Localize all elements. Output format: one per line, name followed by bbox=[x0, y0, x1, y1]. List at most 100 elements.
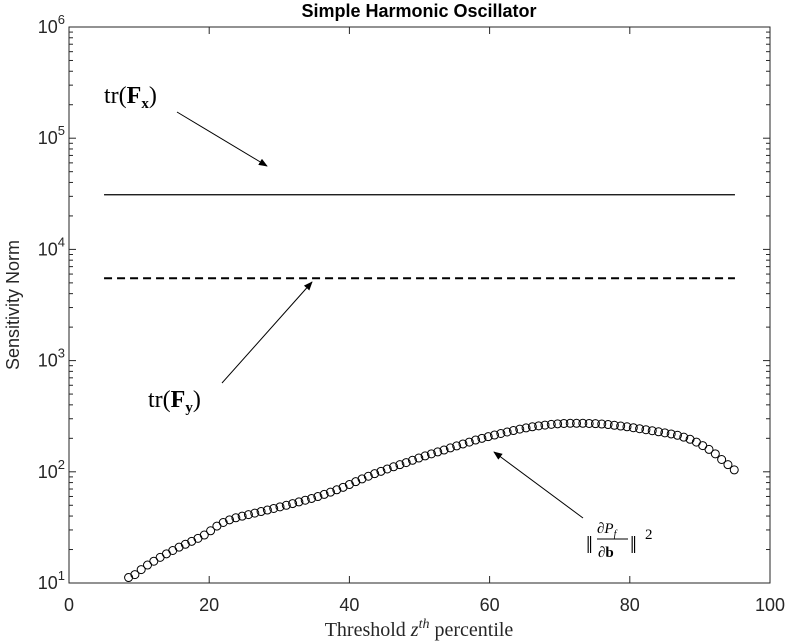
data-point bbox=[294, 497, 304, 507]
y-tick-label: 105 bbox=[38, 123, 65, 148]
data-point bbox=[672, 430, 682, 440]
data-point bbox=[288, 499, 298, 509]
x-tick-label: 20 bbox=[199, 595, 219, 615]
arrow-gradient-norm bbox=[493, 451, 584, 519]
y-tick-label: 104 bbox=[38, 234, 65, 259]
svg-text:2: 2 bbox=[645, 527, 653, 543]
data-point bbox=[452, 441, 462, 451]
data-point bbox=[496, 429, 506, 439]
data-point bbox=[590, 419, 600, 429]
data-point bbox=[723, 460, 733, 470]
data-point bbox=[622, 422, 632, 432]
data-point bbox=[319, 489, 329, 499]
data-point bbox=[382, 464, 392, 474]
arrow-tr-fy bbox=[221, 281, 313, 384]
data-point bbox=[584, 418, 594, 428]
svg-text:‖: ‖ bbox=[586, 533, 593, 559]
data-point bbox=[483, 432, 493, 442]
data-point bbox=[256, 507, 266, 517]
x-tick-label: 0 bbox=[64, 595, 74, 615]
data-point bbox=[597, 419, 607, 429]
data-point bbox=[363, 471, 373, 481]
data-point bbox=[654, 427, 664, 437]
data-point bbox=[578, 418, 588, 428]
annotation-gradient-norm: ‖ ∂Pf ∂b ‖ 2 bbox=[586, 521, 653, 561]
data-point bbox=[515, 424, 525, 434]
data-point bbox=[344, 480, 354, 490]
data-point bbox=[136, 565, 146, 575]
series-layer bbox=[104, 194, 739, 583]
data-point bbox=[401, 458, 411, 468]
y-tick-label: 106 bbox=[38, 12, 65, 37]
data-point bbox=[357, 474, 367, 484]
data-point bbox=[395, 460, 405, 470]
data-point bbox=[666, 429, 676, 439]
data-point bbox=[332, 485, 342, 495]
data-point bbox=[508, 426, 518, 436]
data-point bbox=[603, 420, 613, 430]
data-point bbox=[628, 423, 638, 433]
data-point bbox=[679, 432, 689, 442]
data-point bbox=[635, 424, 645, 434]
x-tick-label: 100 bbox=[755, 595, 785, 615]
data-point bbox=[243, 510, 253, 520]
data-point bbox=[307, 493, 317, 503]
y-axis-label: Sensitivity Norm bbox=[3, 240, 23, 370]
data-point bbox=[546, 419, 556, 429]
data-point bbox=[729, 465, 739, 475]
data-point bbox=[471, 435, 481, 445]
data-point bbox=[231, 513, 241, 523]
x-tick-label: 40 bbox=[339, 595, 359, 615]
data-point bbox=[477, 433, 487, 443]
data-point bbox=[616, 421, 626, 431]
y-tick-label: 101 bbox=[38, 568, 65, 593]
data-point bbox=[237, 511, 247, 521]
data-point bbox=[199, 530, 209, 540]
data-point bbox=[426, 449, 436, 459]
x-tick-label: 80 bbox=[620, 595, 640, 615]
annotation-tr-fx: tr(Fx) bbox=[104, 83, 157, 112]
data-point bbox=[300, 495, 310, 505]
y-tick-label: 103 bbox=[38, 346, 65, 371]
data-point bbox=[502, 427, 512, 437]
data-point bbox=[433, 447, 443, 457]
data-point bbox=[130, 570, 140, 580]
svg-text:‖: ‖ bbox=[630, 533, 637, 559]
arrow-tr-fx bbox=[176, 111, 268, 167]
data-point bbox=[414, 453, 424, 463]
data-point bbox=[565, 418, 575, 428]
svg-text:∂b: ∂b bbox=[598, 545, 614, 561]
svg-text:∂Pf: ∂Pf bbox=[597, 521, 618, 540]
data-point bbox=[553, 419, 563, 429]
data-point bbox=[521, 423, 531, 433]
data-point bbox=[250, 508, 260, 518]
data-point bbox=[269, 503, 279, 513]
data-point bbox=[206, 526, 216, 536]
data-point bbox=[527, 422, 537, 432]
data-point bbox=[281, 500, 291, 510]
data-point bbox=[660, 428, 670, 438]
data-point bbox=[439, 445, 449, 455]
data-point bbox=[389, 462, 399, 472]
data-point bbox=[717, 455, 727, 465]
data-point bbox=[572, 418, 582, 428]
data-point bbox=[420, 451, 430, 461]
data-point bbox=[262, 505, 272, 515]
x-tick-label: 60 bbox=[480, 595, 500, 615]
data-point bbox=[325, 487, 335, 497]
data-point bbox=[370, 469, 380, 479]
data-point bbox=[376, 466, 386, 476]
data-point bbox=[534, 421, 544, 431]
data-point bbox=[225, 515, 235, 525]
data-point bbox=[685, 434, 695, 444]
data-point bbox=[540, 420, 550, 430]
plot-area bbox=[68, 26, 771, 584]
data-point bbox=[490, 430, 500, 440]
data-point bbox=[559, 418, 569, 428]
annotation-tr-fy: tr(Fy) bbox=[148, 387, 201, 416]
data-point bbox=[464, 437, 474, 447]
x-axis-ticks: 0 20 40 60 80 100 bbox=[64, 27, 785, 615]
data-point bbox=[407, 455, 417, 465]
data-point bbox=[338, 482, 348, 492]
